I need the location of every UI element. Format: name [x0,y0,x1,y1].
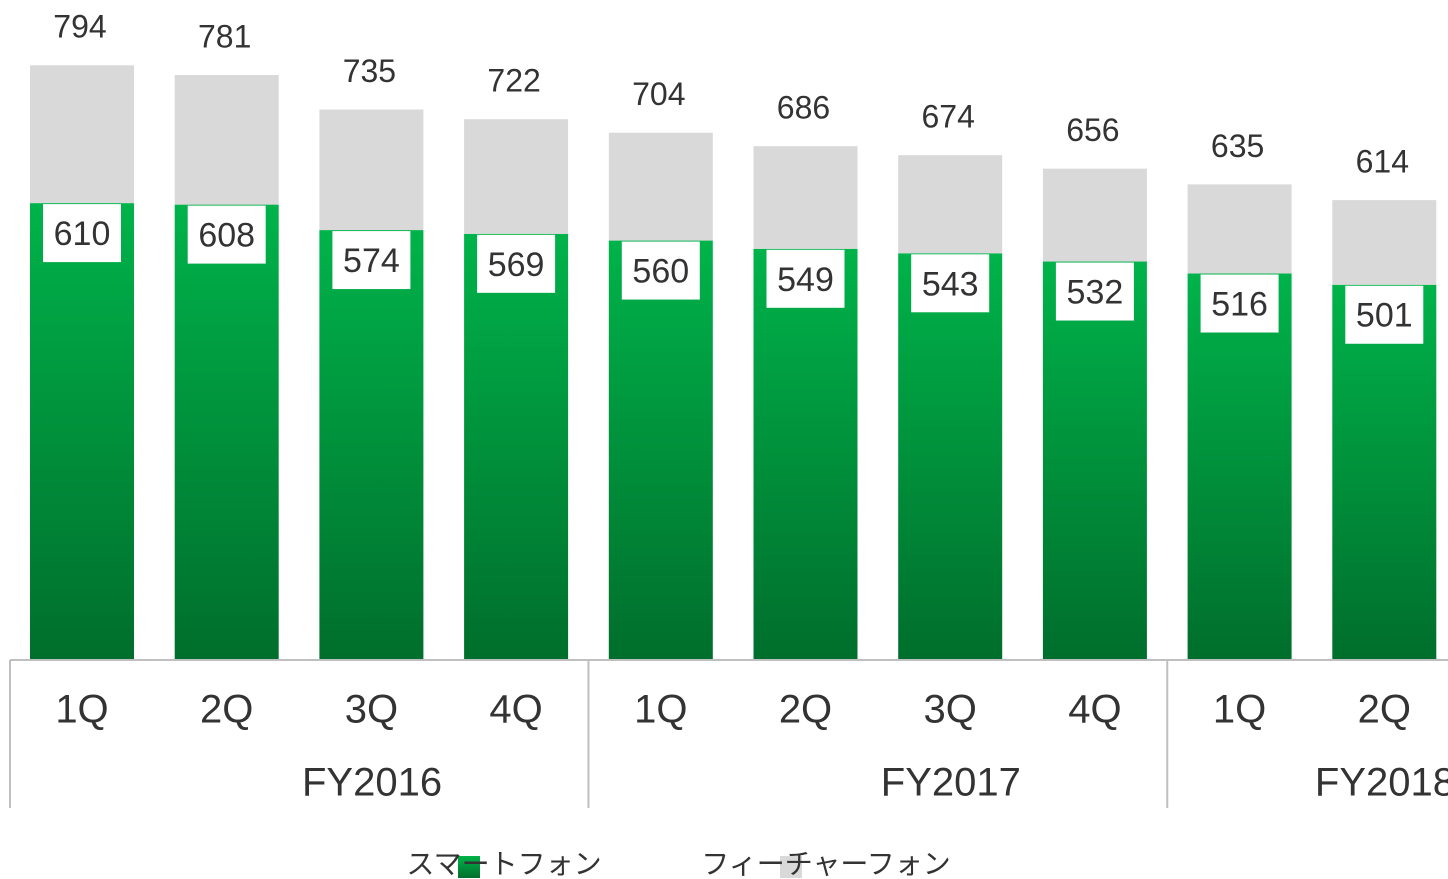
bar-segment [174,75,279,205]
x-tick-label: 1Q [55,688,108,732]
value-label: 516 [1211,286,1268,324]
value-label: 560 [632,253,689,291]
total-label: 722 [487,63,540,99]
value-label: 569 [488,246,545,284]
x-tick-label: 2Q [1358,688,1411,732]
legend-label: スマートフォン [406,848,601,879]
group-label: FY2016 [302,761,442,805]
bar-segment [30,65,134,204]
bar-segment [1332,200,1437,285]
bar-segment [753,248,858,660]
x-tick-label: 1Q [634,688,687,732]
bar-segment [1332,284,1437,660]
bar-segment [464,119,569,234]
x-tick-label: 1Q [1213,688,1266,732]
bar-segment [30,203,134,661]
total-label: 794 [53,9,106,45]
x-tick-label: 4Q [489,688,542,732]
value-label-box [621,241,700,300]
group-label: FY2017 [881,761,1021,805]
value-label-box [332,231,411,290]
value-label: 610 [54,215,111,253]
legend-label: フィーチャーフォン [701,848,950,879]
bar-segment [174,204,279,660]
total-label: 781 [198,18,251,54]
value-label: 574 [343,242,400,280]
total-label: 614 [1356,144,1409,180]
total-label: 686 [777,90,830,126]
group-label: FY2018 [1315,761,1448,805]
bar-segment [1187,273,1292,660]
bar-segment [319,109,424,231]
total-label: 656 [1066,112,1119,148]
x-tick-label: 4Q [1068,688,1121,732]
value-label-box [477,234,556,293]
bar-segment [753,146,858,249]
bar-segment [319,230,424,660]
bar-segment [608,132,713,241]
total-label: 704 [632,76,685,112]
x-tick-label: 3Q [924,688,977,732]
value-label-box [1200,274,1279,333]
bar-segment [898,155,1003,254]
x-tick-label: 3Q [345,688,398,732]
value-label-box [1345,285,1424,344]
value-label: 608 [198,217,255,255]
value-label-box [43,204,121,263]
total-label: 674 [922,99,975,135]
bar-segment [608,240,713,660]
value-label-box [1055,262,1134,321]
value-label: 532 [1067,274,1124,312]
bar-segment [464,233,569,660]
x-tick-label: 2Q [200,688,253,732]
legend-swatch [458,856,480,878]
value-label-box [911,254,990,313]
value-label-box [187,205,266,264]
value-label-box [766,249,845,308]
total-label: 735 [343,53,396,89]
bar-segment [1042,261,1147,660]
bar-segment [1187,184,1292,274]
bar-segment [898,253,1003,660]
bar-segment [1042,168,1147,262]
total-label: 635 [1211,128,1264,164]
x-tick-label: 2Q [779,688,832,732]
legend-swatch [780,856,802,878]
value-label: 501 [1356,297,1413,335]
value-label: 549 [777,261,834,299]
value-label: 543 [922,265,979,303]
